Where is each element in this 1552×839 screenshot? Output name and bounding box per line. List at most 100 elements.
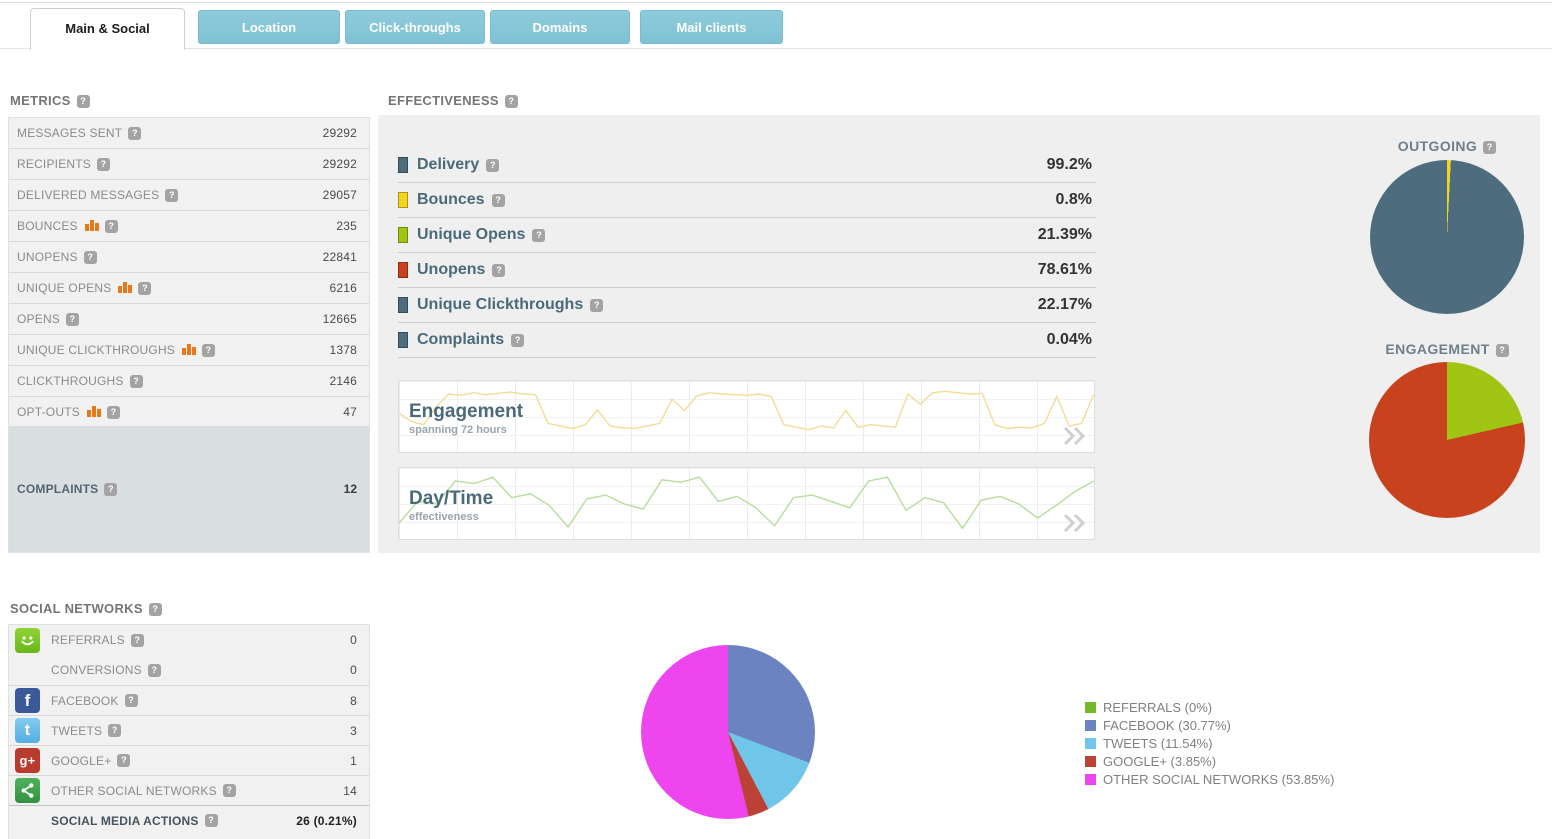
help-icon[interactable]: ?	[204, 814, 218, 827]
help-icon[interactable]: ?	[504, 95, 518, 109]
help-icon[interactable]: ?	[165, 189, 179, 203]
social-network-value: 8	[350, 693, 357, 708]
help-icon[interactable]: ?	[104, 220, 118, 234]
trend-chart-icon[interactable]	[118, 281, 133, 293]
engagement-sparkline	[399, 381, 1094, 452]
daytime-sparkline-title: Day/Time effectiveness	[409, 488, 493, 523]
metric-label: UNOPENS	[17, 250, 78, 264]
effectiveness-list: Delivery? 99.2% Bounces? 0.8% Unique Opens? 2…	[398, 148, 1096, 358]
daytime-sparkline-card[interactable]: Day/Time effectiveness	[398, 467, 1095, 540]
help-icon[interactable]: ?	[202, 344, 216, 358]
color-swatch-icon	[398, 192, 408, 208]
effectiveness-label: Unique Clickthroughs	[417, 296, 584, 313]
legend-swatch-icon	[1085, 738, 1096, 749]
help-icon[interactable]: ?	[129, 375, 143, 389]
tabbar-divider	[0, 48, 1552, 49]
top-divider	[0, 2, 1552, 3]
engagement-sparkline-title: Engagement spanning 72 hours	[409, 401, 523, 436]
help-icon[interactable]: ?	[76, 95, 90, 109]
metric-value: 29292	[322, 157, 357, 171]
tab-location[interactable]: Location	[198, 10, 340, 44]
help-icon[interactable]: ?	[83, 251, 97, 265]
effectiveness-label: Complaints	[417, 331, 505, 348]
tab-domains[interactable]: Domains	[490, 10, 630, 44]
metric-label: DELIVERED MESSAGES	[17, 188, 160, 202]
legend-label: FACEBOOK (30.77%)	[1103, 718, 1231, 733]
social-network-value: 3	[350, 723, 357, 738]
trend-chart-icon[interactable]	[86, 405, 101, 417]
help-icon[interactable]: ?	[104, 483, 118, 497]
help-icon[interactable]: ?	[117, 754, 131, 767]
social-network-row: CONVERSIONS? 0	[9, 655, 369, 685]
help-icon[interactable]: ?	[128, 127, 142, 141]
help-icon[interactable]: ?	[97, 158, 111, 172]
more-chevrons-icon[interactable]	[1062, 426, 1088, 446]
help-icon[interactable]: ?	[138, 282, 152, 296]
engagement-sparkline-card[interactable]: Engagement spanning 72 hours	[398, 380, 1095, 453]
share-icon	[15, 778, 40, 803]
effectiveness-row: Unique Clickthroughs? 22.17%	[398, 288, 1096, 323]
effectiveness-value: 22.17%	[1037, 296, 1092, 313]
help-icon[interactable]: ?	[1495, 343, 1509, 357]
social-networks-header: SOCIAL NETWORKS?	[10, 601, 162, 617]
social-networks-pie-chart	[641, 645, 815, 819]
complaints-row: COMPLAINTS? 12	[9, 426, 369, 552]
social-media-actions-row: SOCIAL MEDIA ACTIONS? 26 (0.21%)	[9, 805, 369, 835]
outgoing-pie-title-text: OUTGOING	[1397, 138, 1478, 154]
metric-value: 235	[336, 219, 357, 233]
legend-label: GOOGLE+ (3.85%)	[1103, 754, 1217, 769]
social-network-label: REFERRALS	[51, 633, 125, 647]
help-icon[interactable]: ?	[486, 158, 500, 172]
complaints-value: 12	[343, 482, 357, 496]
metric-label: OPT-OUTS	[17, 405, 80, 419]
help-icon[interactable]: ?	[590, 298, 604, 312]
help-icon[interactable]: ?	[130, 633, 144, 647]
more-chevrons-icon[interactable]	[1062, 513, 1088, 533]
help-icon[interactable]: ?	[222, 784, 236, 797]
metric-value: 6216	[329, 281, 357, 295]
help-icon[interactable]: ?	[491, 193, 505, 207]
effectiveness-label: Delivery	[417, 156, 480, 173]
help-icon[interactable]: ?	[66, 313, 80, 327]
tab-click-throughs[interactable]: Click-throughs	[345, 10, 485, 44]
color-swatch-icon	[398, 227, 408, 243]
help-icon[interactable]: ?	[124, 694, 138, 707]
help-icon[interactable]: ?	[108, 724, 122, 737]
metric-row: RECIPIENTS? 29292	[9, 149, 369, 180]
metric-row: OPENS? 12665	[9, 304, 369, 335]
color-swatch-icon	[398, 157, 408, 173]
effectiveness-value: 99.2%	[1046, 156, 1092, 173]
help-icon[interactable]: ?	[511, 333, 525, 347]
legend-item: FACEBOOK (30.77%)	[1085, 718, 1334, 733]
help-icon[interactable]: ?	[532, 228, 546, 242]
social-network-row: REFERRALS? 0	[9, 625, 369, 655]
color-swatch-icon	[398, 332, 408, 348]
legend-swatch-icon	[1085, 702, 1096, 713]
engagement-pie-chart	[1369, 362, 1525, 518]
metric-row: OPT-OUTS? 47	[9, 397, 369, 428]
metric-row: UNIQUE CLICKTHROUGHS? 1378	[9, 335, 369, 366]
social-network-label: GOOGLE+	[51, 753, 112, 768]
tab-mail-clients[interactable]: Mail clients	[640, 10, 783, 44]
metric-label: UNIQUE OPENS	[17, 281, 112, 295]
metric-value: 12665	[322, 312, 357, 326]
metric-row: CLICKTHROUGHS? 2146	[9, 366, 369, 397]
effectiveness-label: Bounces	[417, 191, 485, 208]
metric-row: UNOPENS? 22841	[9, 242, 369, 273]
metric-row: BOUNCES? 235	[9, 211, 369, 242]
tab-main-social[interactable]: Main & Social	[30, 8, 185, 50]
metric-label: MESSAGES SENT	[17, 126, 123, 140]
metric-label: CLICKTHROUGHS	[17, 374, 124, 388]
metric-label: BOUNCES	[17, 219, 78, 233]
help-icon[interactable]: ?	[492, 263, 506, 277]
social-network-row: OTHER SOCIAL NETWORKS? 14	[9, 775, 369, 805]
daytime-sparkline-subtitle: effectiveness	[409, 511, 479, 523]
legend-item: OTHER SOCIAL NETWORKS (53.85%)	[1085, 772, 1334, 787]
effectiveness-row: Delivery? 99.2%	[398, 148, 1096, 183]
trend-chart-icon[interactable]	[182, 343, 197, 355]
help-icon[interactable]: ?	[106, 406, 120, 420]
trend-chart-icon[interactable]	[84, 219, 99, 231]
help-icon[interactable]: ?	[1483, 140, 1497, 154]
help-icon[interactable]: ?	[148, 603, 162, 617]
help-icon[interactable]: ?	[147, 663, 161, 677]
